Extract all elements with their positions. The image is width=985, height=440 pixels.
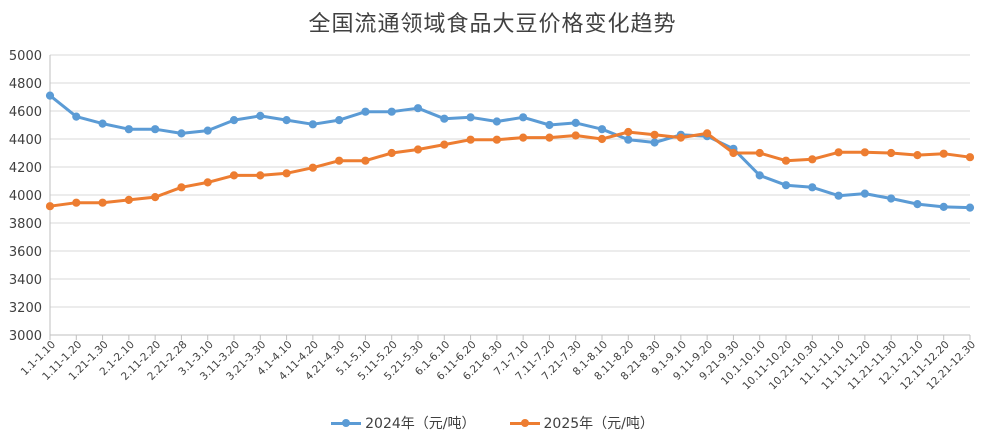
series-line xyxy=(49,130,971,208)
data-point[interactable] xyxy=(466,135,475,144)
gridlines xyxy=(50,54,970,308)
data-point[interactable] xyxy=(571,131,580,140)
data-point[interactable] xyxy=(965,153,975,162)
data-point[interactable] xyxy=(361,107,370,116)
x-tick-labels: 1.1-1.101.11-1.201.21-1.302.1-2.102.11-2… xyxy=(19,339,979,393)
data-point[interactable] xyxy=(624,127,633,137)
y-tick-label: 3400 xyxy=(9,273,42,288)
data-point[interactable] xyxy=(755,148,764,158)
series-line xyxy=(49,94,971,210)
data-point[interactable] xyxy=(98,198,107,207)
y-tick-label: 4800 xyxy=(9,77,42,92)
legend-label-2024: 2024年（元/吨） xyxy=(365,416,476,432)
legend: 2024年（元/吨） 2025年（元/吨） xyxy=(0,413,985,433)
data-point[interactable] xyxy=(466,113,475,122)
y-tick-label: 3800 xyxy=(9,217,42,232)
data-point[interactable] xyxy=(492,135,501,144)
data-point[interactable] xyxy=(151,125,160,134)
data-point[interactable] xyxy=(177,183,186,192)
data-point[interactable] xyxy=(203,126,212,135)
data-point[interactable] xyxy=(808,155,817,164)
data-point[interactable] xyxy=(965,203,975,212)
series-0 xyxy=(45,91,975,212)
legend-swatch-2024 xyxy=(331,418,362,428)
data-point[interactable] xyxy=(98,119,107,128)
data-point[interactable] xyxy=(939,149,948,158)
data-point[interactable] xyxy=(413,104,423,113)
data-point[interactable] xyxy=(151,193,160,202)
data-point[interactable] xyxy=(45,91,55,100)
data-point[interactable] xyxy=(781,181,791,190)
data-point[interactable] xyxy=(492,117,501,126)
data-point[interactable] xyxy=(834,148,843,157)
data-point[interactable] xyxy=(545,120,554,130)
data-point[interactable] xyxy=(650,138,659,147)
y-tick-labels: 3000 3200 3400 3600 3800 4000 4200 4400 4600 4800… xyxy=(9,49,42,344)
data-point[interactable] xyxy=(203,178,212,187)
series-lines xyxy=(45,91,975,212)
data-point[interactable] xyxy=(703,129,712,138)
data-point[interactable] xyxy=(361,156,370,165)
data-point[interactable] xyxy=(387,148,396,158)
data-point[interactable] xyxy=(755,171,764,180)
series-1 xyxy=(45,127,975,211)
data-point[interactable] xyxy=(519,133,528,142)
axes xyxy=(49,55,971,340)
legend-label-2025: 2025年（元/吨） xyxy=(543,416,654,432)
y-tick-label: 3200 xyxy=(9,301,42,316)
data-point[interactable] xyxy=(676,133,685,142)
data-point[interactable] xyxy=(913,200,922,209)
data-point[interactable] xyxy=(624,135,633,144)
y-tick-label: 5000 xyxy=(9,49,42,64)
data-point[interactable] xyxy=(413,145,423,154)
y-tick-label: 3600 xyxy=(9,245,42,260)
chart-title: 全国流通领域食品大豆价格变化趋势 xyxy=(308,12,677,37)
data-point[interactable] xyxy=(939,202,948,211)
data-point[interactable] xyxy=(729,148,738,158)
data-point[interactable] xyxy=(124,125,133,134)
data-point[interactable] xyxy=(440,140,449,149)
data-point[interactable] xyxy=(308,120,317,129)
data-point[interactable] xyxy=(256,171,265,180)
data-point[interactable] xyxy=(887,194,896,203)
data-point[interactable] xyxy=(440,114,449,123)
data-point[interactable] xyxy=(887,148,896,158)
data-point[interactable] xyxy=(860,148,869,157)
data-point[interactable] xyxy=(519,113,528,122)
data-point[interactable] xyxy=(597,134,607,144)
data-point[interactable] xyxy=(177,129,186,138)
data-point[interactable] xyxy=(335,116,344,125)
data-point[interactable] xyxy=(650,130,659,139)
data-point[interactable] xyxy=(545,133,554,142)
data-point[interactable] xyxy=(860,189,869,198)
data-point[interactable] xyxy=(308,163,317,172)
data-point[interactable] xyxy=(387,107,396,116)
data-point[interactable] xyxy=(913,151,922,160)
data-point[interactable] xyxy=(229,116,239,125)
y-tick-label: 3000 xyxy=(9,329,42,344)
data-point[interactable] xyxy=(282,169,291,178)
data-point[interactable] xyxy=(597,125,607,134)
legend-item-2024[interactable]: 2024年（元/吨） xyxy=(331,413,476,433)
data-point[interactable] xyxy=(229,171,239,180)
data-point[interactable] xyxy=(282,116,291,125)
data-point[interactable] xyxy=(72,198,81,207)
data-point[interactable] xyxy=(335,156,344,165)
data-point[interactable] xyxy=(256,111,265,121)
legend-item-2025[interactable]: 2025年（元/吨） xyxy=(509,413,654,433)
y-tick-label: 4200 xyxy=(9,161,42,176)
legend-swatch-2025 xyxy=(509,418,540,428)
data-point[interactable] xyxy=(808,183,817,192)
y-tick-label: 4000 xyxy=(9,189,42,204)
data-point[interactable] xyxy=(781,156,791,165)
data-point[interactable] xyxy=(571,118,580,128)
data-point[interactable] xyxy=(124,195,133,204)
data-point[interactable] xyxy=(834,191,843,200)
y-tick-label: 4600 xyxy=(9,105,42,120)
data-point[interactable] xyxy=(45,202,55,211)
y-tick-label: 4400 xyxy=(9,133,42,148)
data-point[interactable] xyxy=(72,112,81,121)
